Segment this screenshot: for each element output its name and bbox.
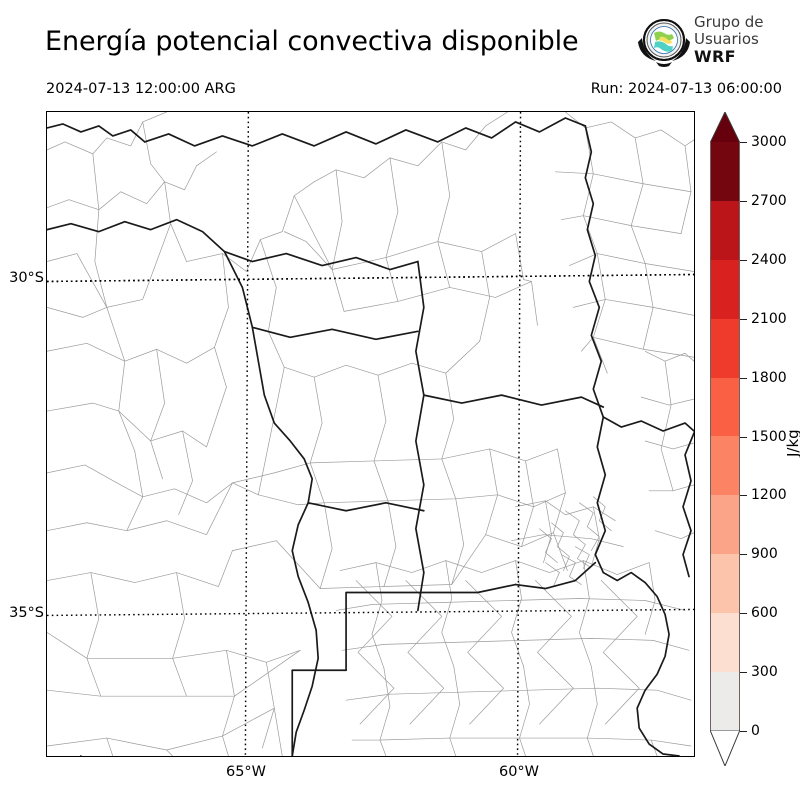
globe-emblem-icon [638,19,690,67]
colorbar-tick-label: 2100 [751,310,787,327]
logo-text: Grupo de Usuarios WRF [694,13,764,66]
colorbar: 3000 2700 2400 2100 1800 1500 1200 900 600 300 0 J… [710,112,800,767]
colorbar-tick-label: 1200 [751,487,787,504]
lon-label-60w: 60°W [498,764,540,780]
colorbar-tick-label: 1800 [751,369,787,386]
logo-line-1: Grupo de [694,13,764,31]
colorbar-extend-min-arrow [710,730,740,766]
colorbar-gradient [710,142,740,731]
colorbar-band [711,495,739,555]
colorbar-band [711,613,739,673]
colorbar-band [711,142,739,201]
map-canvas[interactable] [46,111,695,757]
gridline-60w [516,112,522,756]
colorbar-tick-mark [740,613,747,615]
colorbar-band [711,200,739,260]
colorbar-tick-label: 0 [751,723,760,739]
wrf-user-group-logo: Grupo de Usuarios WRF [638,14,798,70]
colorbar-band [711,318,739,378]
colorbar-band [711,554,739,614]
lon-label-65w: 65°W [225,764,267,780]
colorbar-tick-label: 900 [751,546,778,563]
colorbar-tick-mark [740,142,747,143]
colorbar-tick-label: 2400 [751,251,787,268]
colorbar-tick-mark [740,554,747,556]
gridline-35s [47,608,694,617]
colorbar-tick-mark [740,495,747,497]
valid-time-label: 2024-07-13 12:00:00 ARG [46,81,236,97]
map-geography [47,112,694,756]
colorbar-band [711,672,739,731]
colorbar-tick-label: 2700 [751,192,787,209]
gridline-65w [244,112,250,756]
colorbar-band [711,377,739,437]
colorbar-band [711,436,739,496]
colorbar-tick-mark [740,436,747,438]
run-time-label: Run: 2024-07-13 06:00:00 [590,81,782,97]
logo-line-3: WRF [694,47,736,66]
colorbar-unit-label: J/kg [784,429,800,457]
colorbar-tick-label: 1500 [751,428,787,445]
colorbar-extend-max-arrow [710,112,740,143]
colorbar-tick-mark [740,377,747,379]
colorbar-band [711,259,739,319]
colorbar-tick-label: 600 [751,605,778,622]
page-title: Energía potencial convectiva disponible [45,26,579,57]
colorbar-tick-mark [740,200,747,202]
logo-line-2: Usuarios [694,30,759,48]
colorbar-tick-label: 3000 [751,134,787,150]
colorbar-tick-mark [740,731,747,732]
colorbar-tick-mark [740,672,747,674]
lat-label-30s: 30°S [9,270,44,286]
lat-label-35s: 35°S [9,605,44,621]
colorbar-tick-mark [740,259,747,261]
colorbar-tick-label: 300 [751,664,778,681]
colorbar-tick-mark [740,318,747,320]
